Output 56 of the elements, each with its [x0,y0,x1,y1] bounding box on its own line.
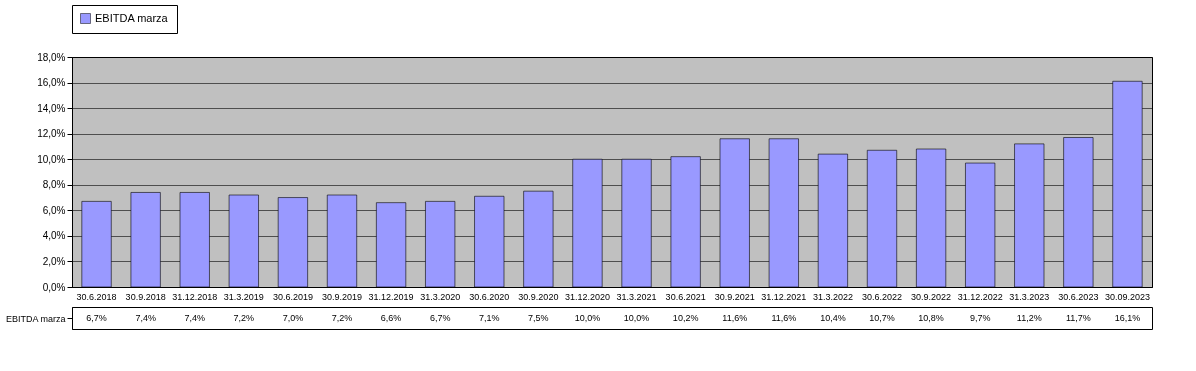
x-tick-label: 31.12.2020 [564,291,610,302]
data-label: 7,2% [331,313,353,323]
x-tick-label: 31.12.2019 [368,291,414,302]
x-tick-label: 31.3.2023 [1009,291,1050,302]
data-label: 7,5% [528,313,549,323]
data-label: 7,0% [282,313,304,323]
x-tick-label: 30.9.2020 [518,291,559,302]
data-label: 10,0% [623,313,650,323]
data-label: 16,1% [1114,313,1141,323]
y-tick-label: 14,0% [37,102,66,114]
x-tick-label: 30.6.2020 [469,291,510,302]
data-label: 7,4% [135,313,156,323]
data-label: 10,0% [574,313,601,323]
data-label: 6,6% [380,313,402,323]
x-tick-label: 31.3.2021 [616,291,657,302]
x-tick-label: 31.12.2022 [957,291,1003,302]
y-tick-label: 12,0% [37,128,66,140]
y-tick-label: 10,0% [37,153,66,165]
legend-label: EBITDA marza [95,11,169,24]
x-tick-label: 30.09.2023 [1104,291,1150,302]
data-label: 11,2% [1016,313,1042,323]
x-tick-label: 31.3.2022 [812,291,853,302]
data-label: 6,7% [429,313,451,323]
x-tick-label: 31.3.2019 [223,291,264,302]
x-tick-label: 31.12.2018 [172,291,218,302]
x-tick-label: 30.9.2021 [714,291,755,302]
y-tick-label: 8,0% [42,179,66,191]
x-tick-label: 30.6.2022 [861,291,903,302]
data-label: 9,7% [969,313,991,323]
data-label: 11,6% [771,313,797,323]
x-tick-label: 31.12.2021 [761,291,807,302]
x-tick-label: 30.6.2019 [272,291,313,302]
data-label: 11,7% [1065,313,1091,323]
y-tick-label: 0,0% [42,281,66,293]
data-label: 7,4% [184,313,205,323]
y-tick-label: 2,0% [42,255,66,267]
y-tick-label: 18,0% [37,51,66,63]
y-tick-label: 16,0% [37,77,66,89]
data-label: 10,8% [918,313,944,323]
text: EBITDA marza [5,313,66,324]
x-tick-label: 30.6.2023 [1058,291,1099,302]
x-tick-label: 31.3.2020 [420,291,461,302]
x-tick-label: 30.6.2018 [76,291,117,302]
y-tick-label: 6,0% [42,204,66,216]
x-tick-label: 30.9.2022 [911,291,952,302]
y-tick-label: 4,0% [42,230,66,242]
data-label: 10,2% [672,313,699,323]
x-tick-label: 30.9.2018 [125,291,166,302]
data-label: 7,2% [233,313,255,323]
x-tick-label: 30.9.2019 [321,291,363,302]
data-label: 11,6% [722,313,748,323]
data-label: 10,4% [820,313,846,323]
data-label: 7,1% [479,313,500,323]
data-label: 6,7% [86,313,107,323]
x-tick-label: 30.6.2021 [665,291,706,302]
data-label: 10,7% [869,313,895,323]
